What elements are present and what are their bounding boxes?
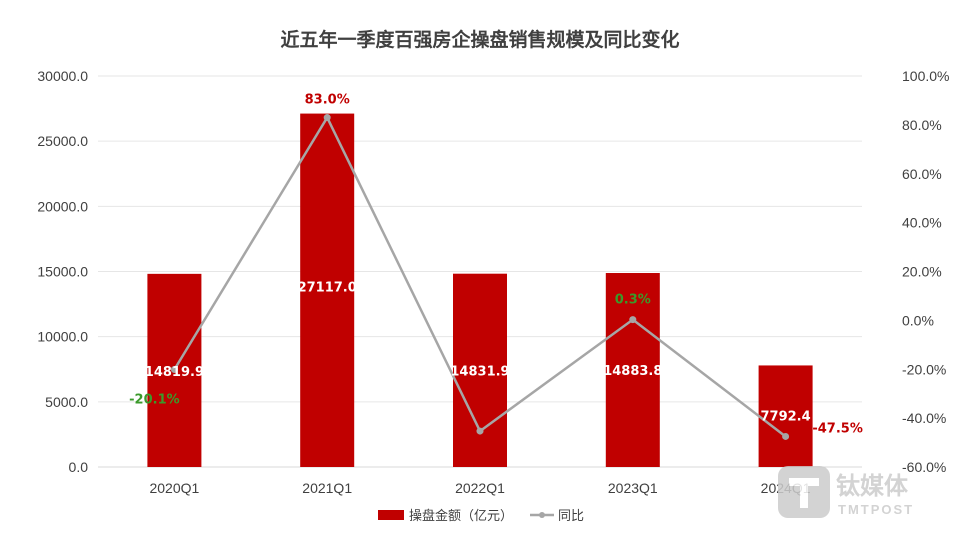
legend-bar-label: 操盘金额（亿元） (409, 508, 513, 524)
yoy-value-label: 0.3% (615, 293, 651, 308)
yoy-point (782, 432, 790, 440)
legend-line-label: 同比 (558, 509, 584, 524)
right-axis-tick-label: 80.0% (902, 117, 942, 133)
bar-value-label: 14883.8 (603, 364, 662, 379)
watermark: 钛媒体 TMTPOST (778, 466, 914, 518)
yoy-value-label: -20.1% (129, 392, 180, 407)
yoy-line-series (170, 114, 790, 440)
yoy-point (170, 365, 178, 373)
right-axis-tick-label: -60.0% (902, 459, 946, 475)
legend-line-marker (539, 512, 545, 518)
bar-value-labels: 14819.9 27117.0 14831.9 14883.8 7792.4 (145, 281, 811, 425)
left-axis-tick-label: 10000.0 (37, 329, 88, 345)
bar-series (147, 113, 813, 467)
yoy-label-leader (789, 428, 810, 435)
bar (758, 365, 813, 467)
bar (300, 113, 355, 467)
left-axis-tick-label: 0.0 (69, 459, 89, 475)
watermark-logo-t-stem (800, 478, 808, 508)
legend-bar-swatch (378, 510, 404, 520)
right-axis-tick-label: -40.0% (902, 410, 946, 426)
category-label: 2020Q1 (149, 480, 199, 496)
left-axis-tick-label: 30000.0 (37, 68, 88, 84)
yoy-point (476, 427, 484, 435)
left-axis-tick-label: 5000.0 (45, 394, 88, 410)
category-labels: 2020Q12021Q12022Q12023Q12024Q1 (149, 480, 810, 496)
bar-value-label: 27117.0 (298, 281, 357, 296)
watermark-name: 钛媒体 (836, 472, 909, 500)
category-label: 2021Q1 (302, 480, 352, 496)
left-axis-ticks: 0.0 5000.0 10000.0 15000.0 20000.0 25000.0 300… (37, 68, 88, 475)
yoy-point (323, 114, 331, 122)
right-axis-tick-label: 20.0% (902, 264, 942, 280)
right-axis-ticks: -60.0% -40.0% -20.0% 0.0% 20.0% 40.0% 60.0% 80.… (902, 68, 949, 475)
left-axis-tick-label: 25000.0 (37, 133, 88, 149)
left-axis-tick-label: 20000.0 (37, 198, 88, 214)
bar (453, 273, 507, 467)
yoy-value-labels: -20.1% 83.0% 0.3% -47.5% (129, 93, 863, 437)
yoy-value-label: -47.5% (812, 421, 863, 436)
bar-value-label: 14819.9 (145, 365, 204, 380)
watermark-brand: TMTPOST (838, 502, 914, 517)
chart-title: 近五年一季度百强房企操盘销售规模及同比变化 (280, 28, 679, 51)
legend: 操盘金额（亿元） 同比 (378, 508, 584, 524)
left-axis-tick-label: 15000.0 (37, 264, 88, 280)
right-axis-tick-label: -20.0% (902, 361, 946, 377)
category-label: 2022Q1 (455, 480, 505, 496)
gridlines (98, 75, 862, 403)
bar (605, 273, 660, 467)
category-label: 2023Q1 (608, 480, 658, 496)
right-axis-tick-label: 100.0% (902, 68, 949, 84)
right-axis-tick-label: 0.0% (902, 312, 934, 328)
yoy-point (629, 316, 637, 324)
yoy-value-label: 83.0% (305, 93, 350, 108)
right-axis-tick-label: 60.0% (902, 166, 942, 182)
bar-value-label: 7792.4 (761, 409, 811, 424)
bar-value-label: 14831.9 (450, 365, 509, 380)
right-axis-tick-label: 40.0% (902, 215, 942, 231)
